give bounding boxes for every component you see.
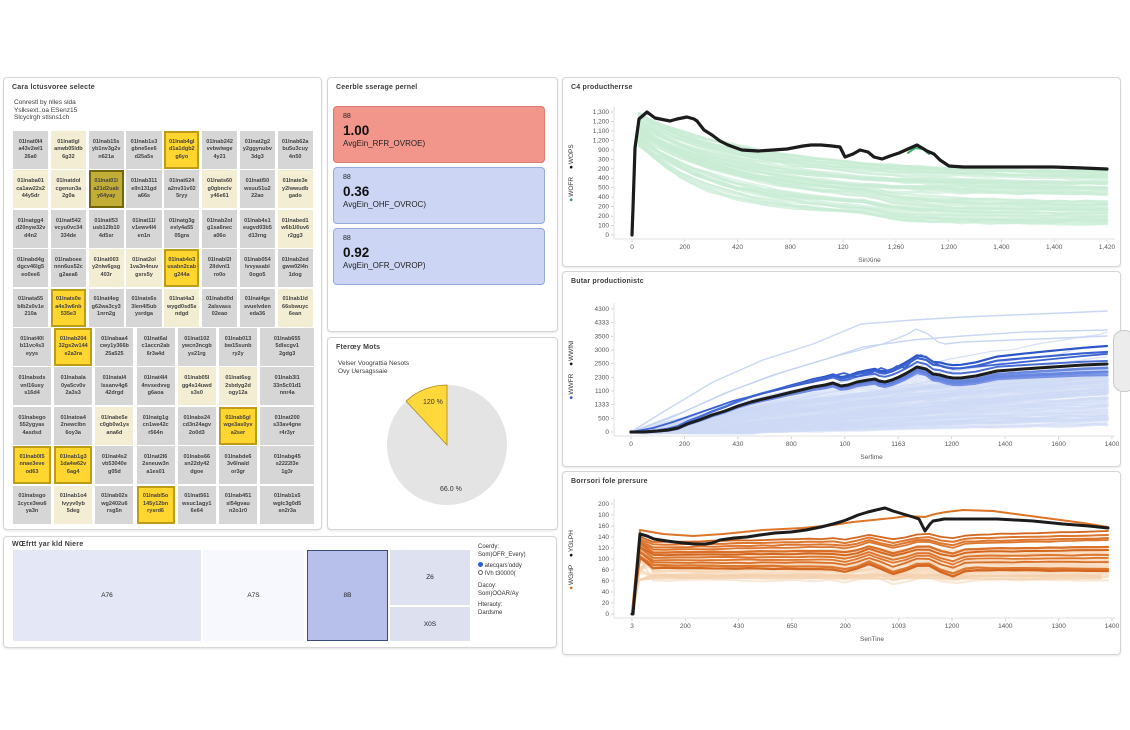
svg-text:0: 0 xyxy=(629,441,633,448)
svg-text:3000: 3000 xyxy=(595,347,610,354)
svg-text:4333: 4333 xyxy=(595,320,610,327)
svg-text:100: 100 xyxy=(598,512,609,519)
svg-text:500: 500 xyxy=(598,185,609,192)
svg-text:●WWFR ●WWfNI: ●WWFR ●WWfNI xyxy=(568,340,575,399)
svg-text:1100: 1100 xyxy=(595,388,609,395)
svg-text:200: 200 xyxy=(598,213,609,220)
svg-text:1,200: 1,200 xyxy=(593,119,610,126)
svg-text:160: 160 xyxy=(598,523,609,530)
svg-text:60: 60 xyxy=(602,567,610,574)
svg-text:1163: 1163 xyxy=(891,441,905,448)
svg-text:40: 40 xyxy=(602,589,610,596)
svg-text:650: 650 xyxy=(787,623,798,630)
svg-text:120 %: 120 % xyxy=(423,399,443,406)
svg-text:1200: 1200 xyxy=(945,623,960,630)
svg-text:Serfime: Serfime xyxy=(860,454,883,461)
svg-text:100: 100 xyxy=(598,556,609,563)
svg-text:1,400: 1,400 xyxy=(993,244,1010,251)
svg-text:120: 120 xyxy=(838,244,849,251)
svg-text:1,260: 1,260 xyxy=(888,244,905,251)
svg-text:SinXine: SinXine xyxy=(858,257,881,264)
svg-text:100: 100 xyxy=(598,223,609,230)
svg-text:0: 0 xyxy=(630,244,634,251)
svg-text:420: 420 xyxy=(732,244,743,251)
svg-text:200: 200 xyxy=(679,244,690,251)
svg-text:60: 60 xyxy=(602,578,610,585)
svg-text:1200: 1200 xyxy=(944,441,959,448)
svg-text:400: 400 xyxy=(598,175,609,182)
svg-text:SenTine: SenTine xyxy=(860,636,884,643)
svg-text:0: 0 xyxy=(605,611,609,618)
svg-text:1,300: 1,300 xyxy=(593,109,610,116)
svg-text:20: 20 xyxy=(602,600,610,607)
svg-text:1400: 1400 xyxy=(998,623,1013,630)
svg-text:800: 800 xyxy=(786,441,797,448)
svg-text:3500: 3500 xyxy=(595,333,610,340)
svg-text:66.0 %: 66.0 % xyxy=(440,486,462,493)
svg-text:2300: 2300 xyxy=(595,374,610,381)
svg-text:200: 200 xyxy=(598,166,609,173)
svg-text:●WOFR ●WOPS: ●WOFR ●WOPS xyxy=(568,144,575,202)
svg-text:0: 0 xyxy=(605,429,609,436)
svg-text:120: 120 xyxy=(598,545,609,552)
svg-text:1600: 1600 xyxy=(1051,441,1066,448)
svg-text:300: 300 xyxy=(598,156,609,163)
svg-text:1,400: 1,400 xyxy=(1046,244,1063,251)
svg-text:900: 900 xyxy=(598,147,609,154)
svg-text:1003: 1003 xyxy=(891,623,906,630)
svg-text:1300: 1300 xyxy=(1051,623,1066,630)
svg-text:3: 3 xyxy=(630,623,634,630)
svg-text:1333: 1333 xyxy=(595,402,610,409)
svg-text:100: 100 xyxy=(839,441,850,448)
svg-text:1,200: 1,200 xyxy=(941,244,958,251)
svg-text:200: 200 xyxy=(598,501,609,508)
svg-text:2500: 2500 xyxy=(595,361,610,368)
svg-text:●WGHP ●YGLPH: ●WGHP ●YGLPH xyxy=(568,530,575,590)
svg-text:1,200: 1,200 xyxy=(593,137,610,144)
svg-text:800: 800 xyxy=(785,244,796,251)
svg-text:1400: 1400 xyxy=(1105,623,1120,630)
svg-text:200: 200 xyxy=(680,623,691,630)
svg-text:140: 140 xyxy=(598,534,609,541)
svg-text:400: 400 xyxy=(598,194,609,201)
svg-text:0: 0 xyxy=(605,232,609,239)
svg-text:500: 500 xyxy=(598,415,609,422)
svg-text:4300: 4300 xyxy=(595,306,610,313)
svg-text:200: 200 xyxy=(679,441,690,448)
svg-text:1400: 1400 xyxy=(1105,441,1120,448)
svg-text:1400: 1400 xyxy=(998,441,1013,448)
svg-text:1,420: 1,420 xyxy=(1099,244,1116,251)
svg-text:430: 430 xyxy=(733,623,744,630)
svg-text:200: 200 xyxy=(840,623,851,630)
svg-text:200: 200 xyxy=(598,204,609,211)
svg-text:1,100: 1,100 xyxy=(593,128,610,135)
svg-text:430: 430 xyxy=(732,441,743,448)
